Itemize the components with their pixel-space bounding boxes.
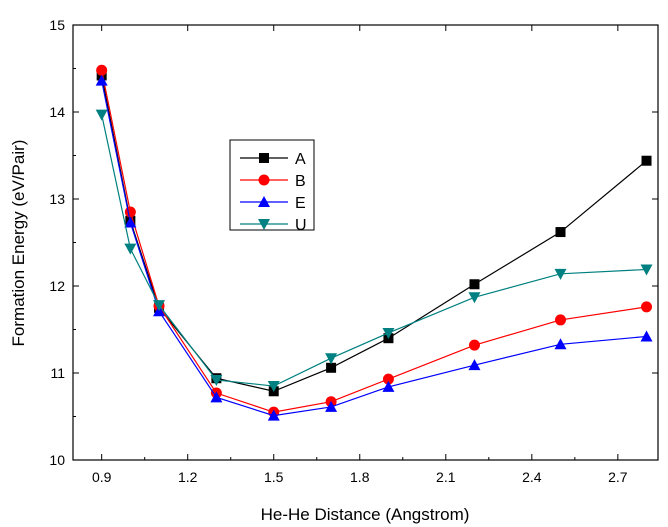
data-point-U: [124, 243, 137, 255]
data-point-E: [325, 400, 338, 412]
legend-box: [229, 139, 315, 231]
data-point-U: [95, 109, 108, 121]
legend-marker-U: [258, 219, 270, 230]
data-point-E: [554, 338, 567, 350]
legend-marker-B: [258, 174, 270, 186]
data-point-U: [382, 327, 395, 339]
y-axis-ticks: 10 11 12 13 14 15: [49, 17, 658, 468]
data-point-A: [641, 155, 652, 166]
data-point-B: [641, 301, 653, 313]
y-tick-label: 14: [49, 104, 65, 120]
data-point-E: [382, 380, 395, 392]
series-U: [95, 109, 653, 393]
x-tick-label: 1.8: [350, 469, 370, 485]
x-tick-label: 2.4: [522, 469, 542, 485]
legend-marker-E: [258, 196, 270, 207]
legend-label-B: B: [295, 173, 306, 190]
series-B: [96, 64, 653, 418]
y-tick-label: 12: [49, 278, 65, 294]
data-point-U: [640, 264, 653, 276]
series-E: [95, 74, 653, 421]
data-point-E: [210, 391, 223, 403]
x-tick-label: 2.1: [436, 469, 456, 485]
series-line-B: [101, 70, 647, 413]
data-point-U: [153, 300, 166, 312]
y-tick-label: 10: [49, 452, 65, 468]
data-point-E: [640, 330, 653, 342]
data-point-B: [555, 314, 566, 326]
data-point-E: [95, 74, 108, 86]
data-point-U: [267, 381, 280, 393]
data-point-B: [382, 373, 394, 385]
data-point-U: [325, 353, 338, 365]
series-line-E: [101, 80, 647, 417]
data-point-E: [468, 359, 481, 371]
data-point-E: [124, 216, 137, 228]
data-point-U: [554, 268, 567, 280]
y-axis-label: Formation Energy (eV/Pair): [9, 140, 28, 347]
data-point-E: [267, 409, 280, 421]
x-tick-label: 1.2: [178, 469, 198, 485]
legend-label-U: U: [295, 217, 307, 234]
data-point-B: [124, 206, 136, 218]
x-tick-label: 2.7: [608, 469, 628, 485]
legend-label-A: A: [295, 151, 306, 168]
legend-label-E: E: [295, 195, 306, 212]
y-tick-label: 13: [49, 191, 65, 207]
data-point-U: [210, 374, 223, 386]
y-tick-label: 15: [49, 17, 65, 33]
series-line-U: [101, 114, 647, 387]
data-point-A: [555, 227, 566, 238]
series-layer: [95, 64, 653, 421]
data-point-B: [96, 64, 108, 76]
x-tick-label: 1.5: [264, 469, 284, 485]
x-axis-ticks: 0.9 1.2 1.5 1.8 2.1 2.4 2.7: [92, 25, 628, 485]
data-point-A: [469, 279, 480, 290]
data-point-U: [468, 292, 481, 304]
x-tick-label: 0.9: [92, 469, 112, 485]
y-tick-label: 11: [50, 365, 65, 381]
data-point-B: [468, 339, 480, 351]
legend-marker-A: [259, 153, 269, 163]
series-line-A: [101, 75, 647, 392]
series-A: [96, 70, 652, 397]
data-point-A: [326, 362, 337, 373]
x-axis-label: He-He Distance (Angstrom): [261, 505, 470, 524]
